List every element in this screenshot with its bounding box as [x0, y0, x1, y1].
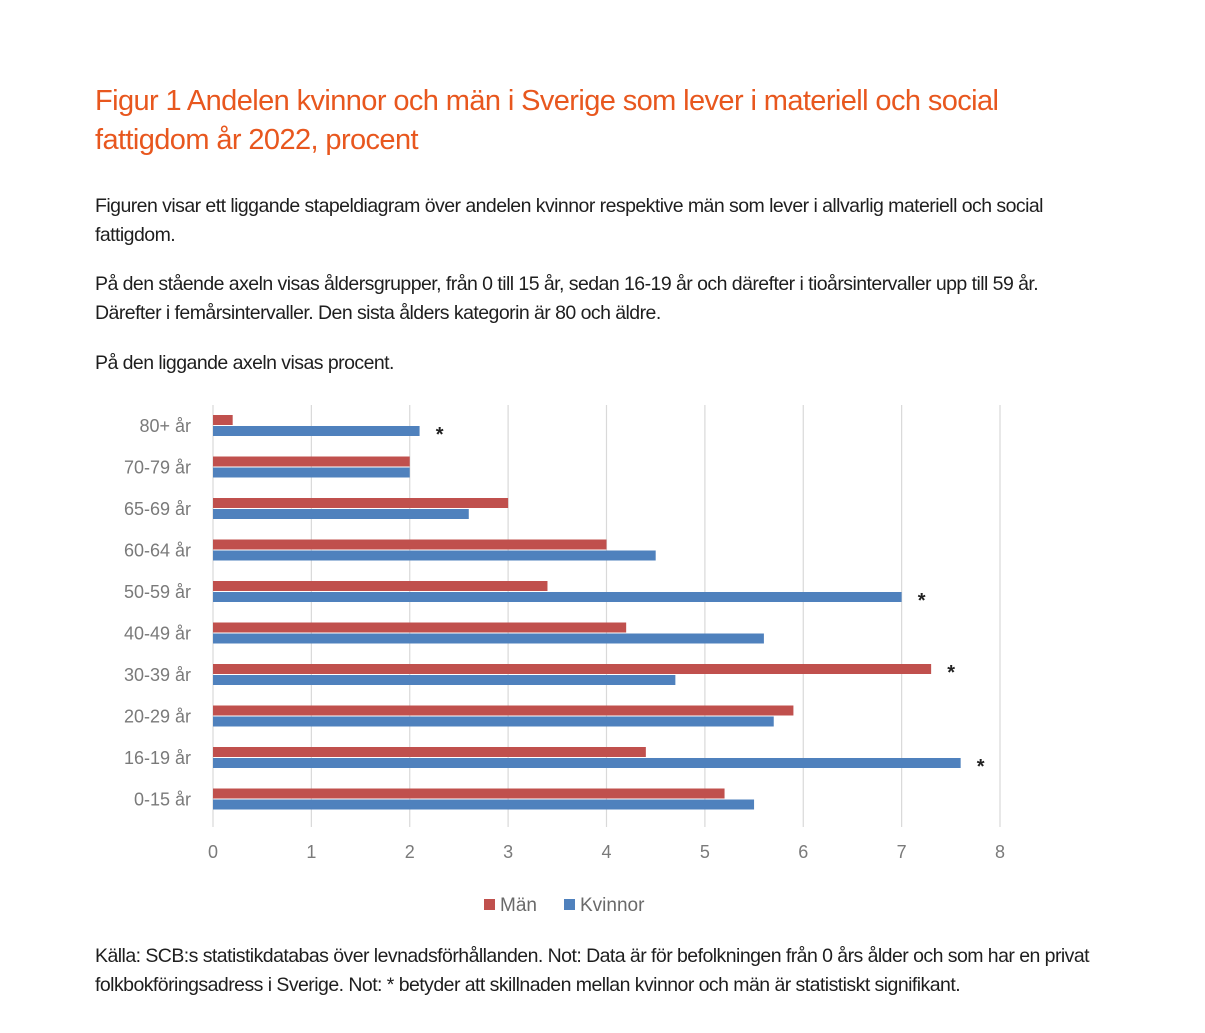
bar-kvinnor [213, 633, 764, 644]
y-tick-label: 70-79 år [124, 458, 191, 478]
x-axis-description: På den liggande axeln visas procent. [95, 352, 394, 374]
bar-man [213, 456, 410, 467]
x-tick-label: 8 [995, 842, 1005, 862]
bar-man [213, 539, 607, 550]
x-tick-label: 4 [601, 842, 611, 862]
significance-marker: * [947, 662, 955, 684]
y-tick-label: 50-59 år [124, 582, 191, 602]
bar-kvinnor [213, 426, 420, 436]
bar-kvinnor [213, 758, 961, 768]
legend-swatch [564, 899, 575, 910]
legend-label: Kvinnor [580, 895, 645, 916]
bar-kvinnor [213, 467, 410, 478]
source-note: Källa: SCB:s statistikdatabas över levna… [95, 945, 1090, 996]
significance-marker: * [918, 590, 926, 612]
legend-swatch [484, 899, 495, 910]
bar-man [213, 747, 646, 757]
x-tick-label: 1 [306, 842, 316, 862]
bar-kvinnor [213, 799, 755, 810]
bar-kvinnor [213, 509, 469, 519]
bar-man [213, 498, 509, 508]
axis-description-paragraph: På den stående axeln visas åldersgrupper… [95, 273, 1039, 324]
y-tick-label: 80+ år [139, 416, 191, 436]
y-tick-label: 20-29 år [124, 707, 191, 727]
bar-kvinnor [213, 550, 656, 561]
description-paragraph: Figuren visar ett liggande stapeldiagram… [95, 195, 1044, 246]
legend-label: Män [500, 895, 537, 916]
x-tick-label: 6 [798, 842, 808, 862]
x-tick-label: 7 [897, 842, 907, 862]
x-tick-label: 0 [208, 842, 218, 862]
bar-man [213, 415, 233, 425]
x-tick-label: 2 [405, 842, 415, 862]
bar-kvinnor [213, 592, 902, 602]
figure-title: Figur 1 Andelen kvinnor och män i Sverig… [95, 85, 999, 156]
y-tick-label: 0-15 år [134, 790, 191, 810]
bar-man [213, 581, 548, 591]
x-tick-label: 5 [700, 842, 710, 862]
x-tick-label: 3 [503, 842, 513, 862]
y-tick-label: 65-69 år [124, 499, 191, 519]
bar-kvinnor [213, 675, 676, 685]
bar-man [213, 705, 794, 716]
bar-chart: 0 1 2 3 4 5 6 7 8 80+ år * 70-79 år 65-69 år 60-64 år… [124, 405, 1005, 916]
bar-man [213, 788, 725, 799]
significance-marker: * [977, 756, 985, 778]
y-tick-label: 30-39 år [124, 665, 191, 685]
bar-man [213, 664, 932, 674]
bar-kvinnor [213, 716, 774, 727]
bar-man [213, 622, 627, 633]
y-tick-label: 60-64 år [124, 541, 191, 561]
y-tick-label: 40-49 år [124, 624, 191, 644]
significance-marker: * [436, 424, 444, 446]
y-tick-label: 16-19 år [124, 748, 191, 768]
